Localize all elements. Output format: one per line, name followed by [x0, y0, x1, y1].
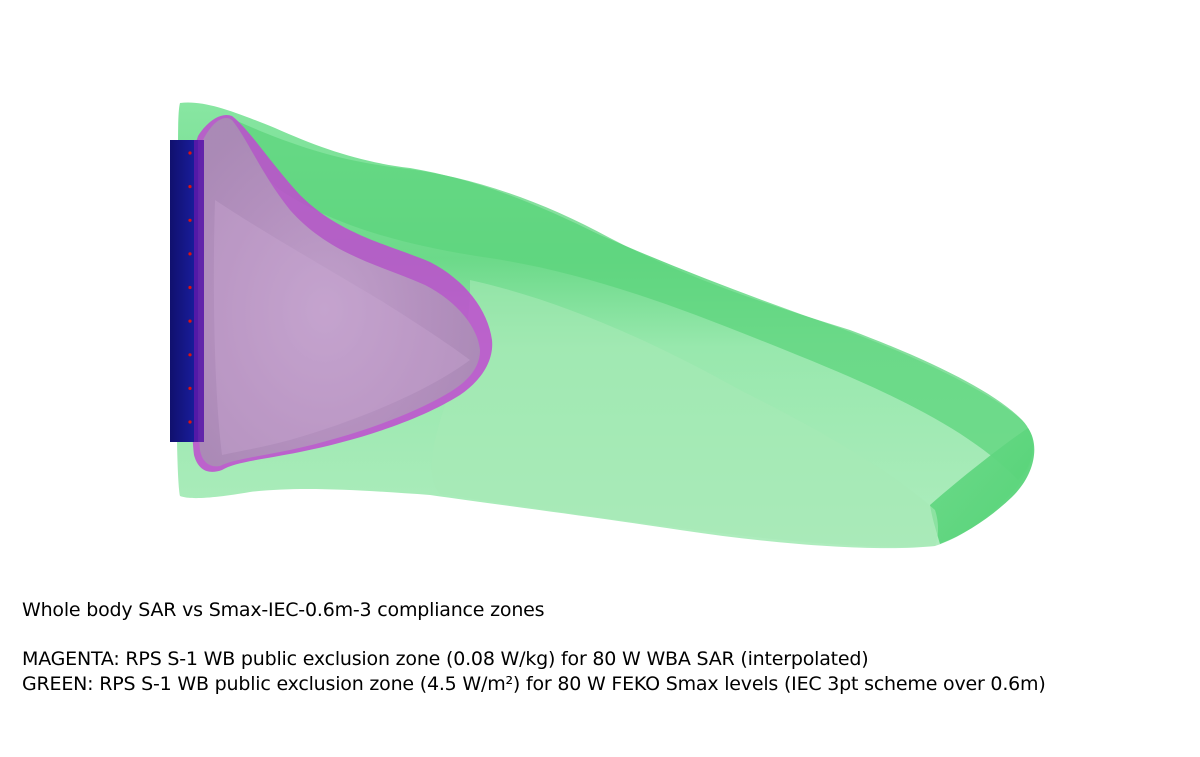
magenta-zone-legend: MAGENTA: RPS S-1 WB public exclusion zon…	[22, 648, 869, 670]
antenna-element-dot	[188, 420, 192, 424]
antenna-panel-edge	[194, 140, 204, 442]
green-zone-top-lobe	[230, 118, 1033, 480]
antenna-element-dot	[188, 252, 192, 256]
magenta-zone-inner	[197, 118, 480, 467]
antenna-element-dot	[188, 151, 192, 155]
compliance-zone-render	[170, 102, 1035, 549]
green-zone-tip	[930, 428, 1035, 544]
green-zone-belly	[431, 280, 939, 547]
antenna-panel	[170, 140, 198, 442]
antenna-element-dot	[188, 218, 192, 222]
antenna-element-dot	[188, 185, 192, 189]
figure-title: Whole body SAR vs Smax-IEC-0.6m-3 compli…	[22, 599, 545, 621]
antenna-elements	[188, 151, 192, 424]
antenna-element-dot	[188, 285, 192, 290]
antenna-element-dot	[188, 319, 192, 323]
green-zone-legend: GREEN: RPS S-1 WB public exclusion zone …	[22, 673, 1046, 695]
antenna-element-dot	[188, 353, 192, 357]
antenna-element-dot	[188, 386, 192, 390]
magenta-zone-shading	[213, 200, 470, 455]
